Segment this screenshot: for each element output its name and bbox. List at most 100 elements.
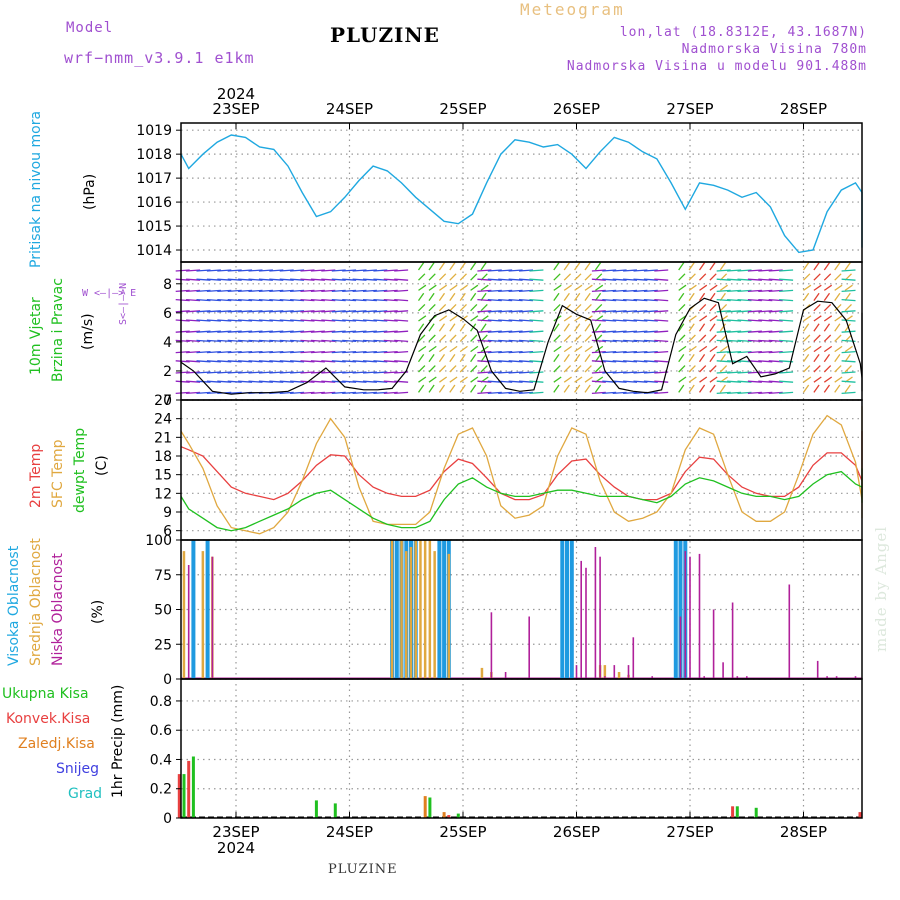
wind-arrow [841, 310, 856, 313]
wind-arrow [487, 350, 502, 354]
wind-arrow [813, 303, 821, 312]
wind-arrow [449, 315, 458, 322]
wind-arrow [803, 315, 812, 322]
wind-arrow [719, 262, 726, 271]
wind-arrow [623, 339, 638, 343]
wind-arrow [779, 350, 794, 354]
wind-arrow [342, 269, 357, 272]
wind-arrow [480, 365, 488, 373]
wind-arrow [480, 345, 489, 353]
wind-arrow [206, 319, 221, 322]
wind-arrow [654, 391, 669, 395]
wind-arrow [290, 339, 305, 343]
wind-arrow [841, 278, 856, 281]
wind-ytick-label: 6 [163, 306, 172, 322]
wind-arrow [574, 354, 581, 363]
wind-arrow [269, 360, 284, 363]
wind-arrow [834, 262, 841, 271]
wind-arrow [591, 310, 606, 313]
wind-arrow [758, 391, 773, 395]
wind-arrow [768, 289, 783, 293]
wind-arrow [321, 350, 336, 354]
wind-arrow [428, 354, 435, 363]
wind-arrow [574, 292, 581, 301]
wind-arrow [258, 360, 273, 363]
wind-arrow [269, 319, 284, 322]
cloud-high-bar [678, 540, 683, 679]
wind-arrow [459, 354, 466, 363]
wind-ytick-label: 0 [163, 393, 172, 409]
wind-arrow [529, 278, 544, 281]
cloud-low-bar [627, 665, 630, 679]
wind-arrow [477, 298, 492, 302]
wind-arrow [553, 262, 560, 271]
wind-arrow [342, 298, 357, 302]
wind-arrow [841, 298, 856, 302]
wind-arrow [591, 269, 606, 272]
wind-arrow [383, 330, 398, 333]
wind-arrow [470, 384, 477, 393]
wind-arrow [768, 350, 783, 354]
wind-arrow [342, 289, 357, 293]
wind-arrow [737, 350, 752, 354]
cloud-high-bar [560, 540, 565, 679]
wind-arrow [290, 319, 305, 322]
wind-arrow [470, 345, 479, 353]
wind-arrow [688, 284, 697, 291]
wind-arrow [633, 298, 648, 302]
wind-arrow [813, 273, 821, 281]
wind-arrow [688, 292, 695, 301]
wind-arrow [373, 278, 388, 281]
wind-arrow [477, 339, 492, 343]
wind-arrow [310, 391, 325, 395]
cloud-low-bar [187, 565, 190, 679]
temperature-ytick-label: 18 [154, 449, 172, 465]
wind-arrow [321, 278, 336, 281]
wind-arrow [779, 310, 794, 313]
wind-arrow [779, 371, 794, 374]
wind-arrow [418, 315, 427, 322]
elevation-label: Nadmorska Visina 780m [681, 42, 867, 57]
wind-arrow [269, 350, 284, 354]
wind-arrow [643, 339, 658, 343]
wind-arrow [186, 380, 201, 383]
wind-arrow [768, 278, 783, 281]
wind-arrow [321, 391, 336, 395]
wind-arrow [563, 334, 572, 342]
wind-arrow [584, 303, 592, 312]
top-date-label: 25SEP [439, 100, 486, 118]
wind-arrow [563, 303, 572, 312]
wind-arrow [678, 376, 687, 383]
wind-arrow [602, 269, 617, 272]
wind-arrow [470, 284, 479, 291]
wind-arrow [844, 323, 851, 332]
wind-arrow [269, 269, 284, 272]
wind-arrow [248, 371, 263, 374]
wind-arrow [487, 391, 502, 395]
wind-arrow [331, 298, 346, 302]
wind-arrow [439, 315, 448, 322]
wind-arrow [373, 360, 388, 363]
wind-arrow [678, 354, 685, 363]
precip-convective-bar [731, 806, 735, 818]
wind-arrow [352, 278, 367, 281]
wind-arrow [633, 269, 648, 272]
wind-arrow [258, 350, 273, 354]
cloud-mid-bar [390, 540, 394, 679]
wind-arrow [342, 371, 357, 374]
wind-arrow [498, 298, 513, 302]
wind-arrow [584, 376, 593, 383]
wind-arrow [300, 371, 315, 374]
wind-arrow [719, 384, 726, 393]
wind-arrow [206, 350, 221, 354]
wind-arrow [612, 298, 627, 302]
wind-arrow [352, 360, 367, 363]
wind-arrow [813, 354, 820, 363]
wind-arrow [175, 319, 190, 322]
wind-arrow [300, 360, 315, 363]
wind-arrow [709, 292, 716, 301]
wind-arrow [699, 273, 707, 281]
wind-arrow [591, 278, 606, 281]
wind-arrow [584, 354, 591, 363]
wind-arrow [563, 273, 572, 281]
